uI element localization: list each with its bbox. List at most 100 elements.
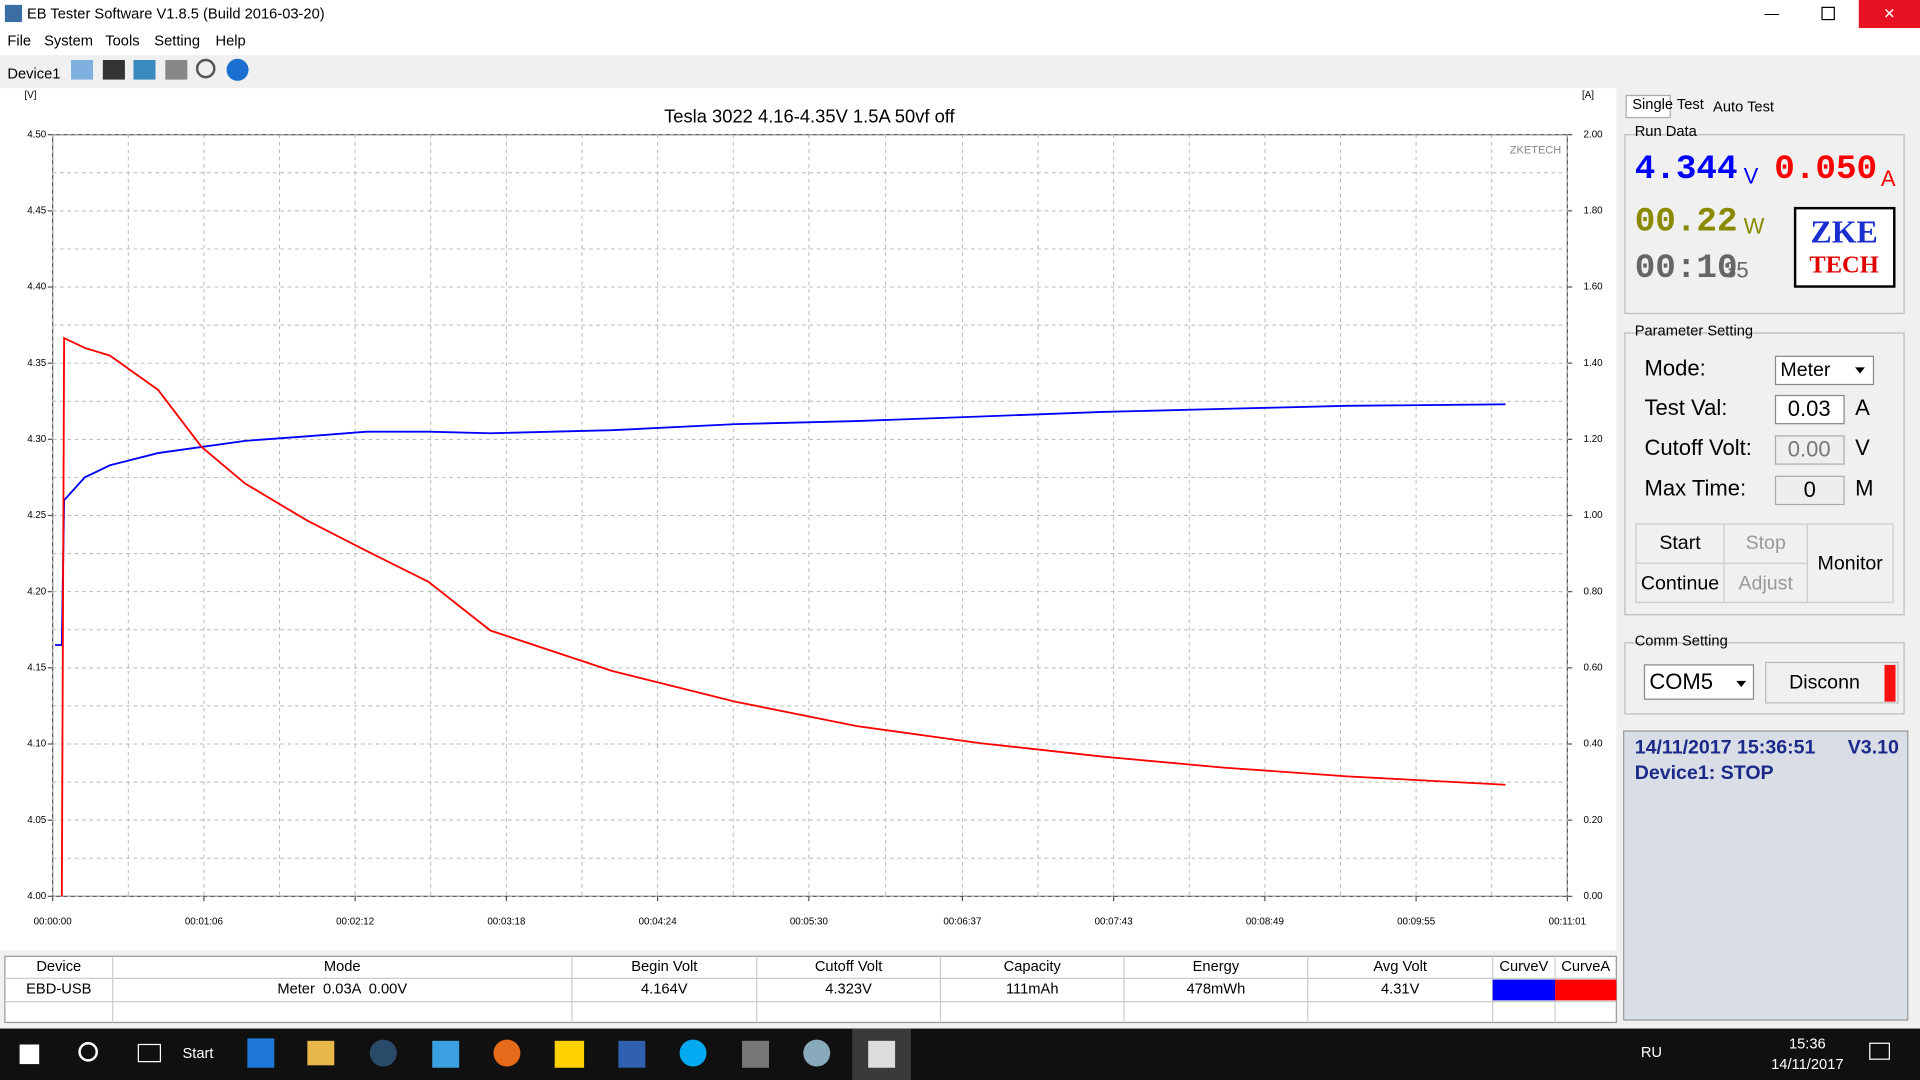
menu-item[interactable]: Setting xyxy=(154,34,200,50)
app-icon[interactable] xyxy=(742,1040,769,1068)
table-header: Energy xyxy=(1193,959,1240,975)
table-cell: 111mAh xyxy=(1006,981,1059,997)
time-display: 00:10 xyxy=(1635,249,1738,288)
continue-button[interactable]: Continue xyxy=(1641,572,1719,594)
language[interactable]: RU xyxy=(1641,1045,1662,1061)
app-icon[interactable] xyxy=(803,1039,831,1067)
port-select[interactable] xyxy=(1643,664,1755,700)
maximize-button[interactable] xyxy=(1821,6,1835,21)
search-icon[interactable] xyxy=(78,1042,98,1062)
series-line xyxy=(60,336,1506,897)
table-background xyxy=(4,955,1617,1024)
app-icon[interactable] xyxy=(554,1040,585,1068)
series-line xyxy=(54,403,1506,646)
windows-logo[interactable] xyxy=(19,1044,40,1065)
button[interactable] xyxy=(1806,523,1894,604)
tab[interactable] xyxy=(1625,94,1671,119)
app-icon xyxy=(4,4,23,23)
param-label: Mode: xyxy=(1644,356,1705,381)
voltage-display: 4.344 xyxy=(1635,150,1738,189)
input[interactable] xyxy=(1774,475,1845,506)
y-tick-label: 4.50 xyxy=(27,129,47,140)
table-header: Device xyxy=(36,959,81,975)
table-cell: 4.164V xyxy=(641,981,688,997)
curve-color xyxy=(1492,979,1556,1001)
chart-title: Tesla 3022 4.16-4.35V 1.5A 50vf off xyxy=(664,105,955,126)
menu-item[interactable]: File xyxy=(7,34,31,50)
y-tick-label: 4.35 xyxy=(27,358,47,369)
param-label: Cutoff Volt: xyxy=(1644,435,1751,460)
voltage-unit: V xyxy=(1744,163,1759,188)
param-value[interactable]: 0.03 xyxy=(1788,396,1831,421)
menu-item[interactable]: System xyxy=(44,34,93,50)
menu-item[interactable]: Help xyxy=(216,34,246,50)
title-bar xyxy=(0,0,1920,29)
group-label: Run Data xyxy=(1635,124,1698,140)
tool-zoom[interactable] xyxy=(195,58,216,79)
button[interactable] xyxy=(1635,523,1725,564)
x-tick-label: 00:04:24 xyxy=(639,917,678,928)
app-icon[interactable] xyxy=(618,1040,646,1068)
app-icon[interactable] xyxy=(679,1039,707,1067)
y2-unit: [A] xyxy=(1582,90,1594,101)
tool-open[interactable] xyxy=(71,60,94,80)
y2-tick-label: 1.80 xyxy=(1584,205,1604,216)
app-icon[interactable] xyxy=(247,1038,275,1068)
y2-tick-label: 1.60 xyxy=(1584,282,1604,293)
button[interactable] xyxy=(1723,523,1808,564)
group-label: Parameter Setting xyxy=(1635,324,1753,340)
start-button[interactable]: Start xyxy=(1659,532,1701,554)
tool-image[interactable] xyxy=(133,60,156,80)
y2-tick-label: 0.80 xyxy=(1584,586,1604,597)
clock-date[interactable]: 14/11/2017 xyxy=(1771,1057,1843,1073)
adjust-button[interactable]: Adjust xyxy=(1739,572,1794,594)
close-button[interactable] xyxy=(1858,0,1920,29)
y2-tick-label: 1.40 xyxy=(1584,358,1604,369)
data-table: Device Mode Begin Volt Cutoff Volt Capacity E… xyxy=(4,955,1617,1024)
app-icon[interactable] xyxy=(369,1039,397,1067)
power-display: 00.22 xyxy=(1635,203,1738,242)
input[interactable] xyxy=(1774,394,1845,425)
mode-select[interactable] xyxy=(1774,355,1875,386)
status-box xyxy=(1623,730,1909,1021)
table-header: Capacity xyxy=(1004,959,1062,975)
monitor-button[interactable]: Monitor xyxy=(1818,553,1884,575)
y-tick-label: 4.05 xyxy=(27,815,47,826)
device-tab[interactable]: Device1 xyxy=(7,67,60,83)
app-icon[interactable] xyxy=(493,1039,521,1067)
watermark: ZKETECH xyxy=(1510,145,1561,157)
param-value[interactable]: 0 xyxy=(1804,477,1816,502)
disconnect-button[interactable]: Disconn xyxy=(1789,671,1860,693)
y2-tick-label: 1.00 xyxy=(1584,510,1604,521)
status-device: Device1: STOP xyxy=(1635,762,1774,784)
app-icon[interactable] xyxy=(432,1040,460,1068)
mode-value[interactable]: Meter xyxy=(1780,359,1831,381)
tool-save[interactable] xyxy=(102,60,125,80)
notifications[interactable] xyxy=(1869,1042,1890,1060)
power-unit: W xyxy=(1744,214,1765,239)
chart: 4.00 4.05 4.10 4.15 4.20 4.25 4.30 4.35 4.40 4.45… xyxy=(27,129,1603,927)
param-value[interactable]: 0.00 xyxy=(1788,436,1831,461)
tool-info[interactable] xyxy=(226,58,249,81)
minimize-button[interactable]: — xyxy=(1764,7,1779,23)
x-tick-label: 00:11:01 xyxy=(1549,917,1586,928)
x-tick-label: 00:03:18 xyxy=(487,917,526,928)
app-icon[interactable] xyxy=(307,1040,335,1066)
table-cell: 478mWh xyxy=(1187,981,1246,997)
table-header: CurveV xyxy=(1499,959,1548,975)
menu-item[interactable]: Tools xyxy=(105,34,139,50)
tab-label[interactable]: Single Test xyxy=(1632,97,1704,113)
button[interactable] xyxy=(1765,661,1899,704)
task-view[interactable] xyxy=(137,1043,162,1063)
table-header: Begin Volt xyxy=(631,959,697,975)
logo-text: ZKE xyxy=(1810,214,1877,249)
table-header: CurveA xyxy=(1561,959,1610,975)
start-label[interactable]: Start xyxy=(182,1046,213,1062)
clock-time[interactable]: 15:36 xyxy=(1789,1036,1826,1052)
stop-button[interactable]: Stop xyxy=(1746,532,1786,554)
tool-settings[interactable] xyxy=(165,60,188,80)
input[interactable] xyxy=(1774,435,1845,465)
port-value[interactable]: COM5 xyxy=(1649,669,1713,694)
tab-label[interactable]: Auto Test xyxy=(1713,100,1774,116)
